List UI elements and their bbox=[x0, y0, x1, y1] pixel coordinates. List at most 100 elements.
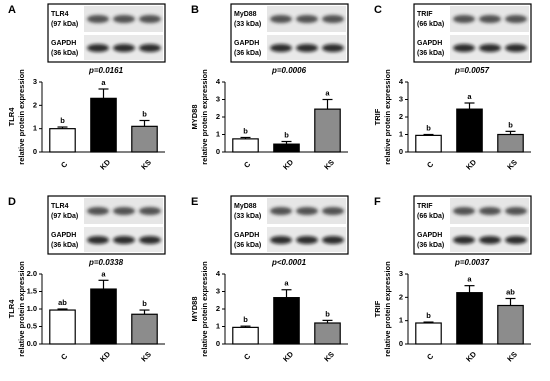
y-axis-title: MYD88 bbox=[190, 296, 199, 321]
significance-letter: b bbox=[508, 120, 513, 129]
y-tick-label: 1 bbox=[399, 129, 403, 138]
p-value: p=0.0161 bbox=[88, 66, 124, 75]
panel: E MyD88 (33 kDa) GAPDH (36 kDa) p<0.0001 0 1 2 3 4… bbox=[190, 195, 349, 364]
blot-band bbox=[87, 236, 109, 244]
blot-band bbox=[453, 44, 475, 52]
y-axis-title: relative protein expression bbox=[17, 261, 26, 357]
significance-letter: b bbox=[284, 130, 289, 139]
blot-label: TRIF bbox=[417, 11, 433, 18]
blot-band bbox=[479, 44, 501, 52]
blot-label: (36 kDa) bbox=[417, 242, 444, 249]
blot-band bbox=[139, 15, 161, 23]
significance-letter: a bbox=[467, 92, 472, 101]
blot-band bbox=[453, 15, 475, 23]
significance-letter: ab bbox=[506, 287, 515, 296]
significance-letter: a bbox=[467, 275, 472, 284]
bar bbox=[314, 322, 341, 345]
y-axis-title: relative protein expression bbox=[200, 261, 209, 357]
y-tick-label: 2 bbox=[216, 112, 220, 121]
y-tick-label: 2 bbox=[33, 100, 37, 109]
y-tick-label: 1 bbox=[216, 129, 220, 138]
blot-band bbox=[139, 207, 161, 215]
bar bbox=[415, 322, 442, 345]
blot-label: (97 kDa) bbox=[51, 213, 78, 220]
blot-label: GAPDH bbox=[234, 40, 259, 47]
panel: D TLR4 (97 kDa) GAPDH (36 kDa) p=0.0338 0.0 0.5… bbox=[7, 195, 166, 364]
x-tick-label: KS bbox=[139, 158, 153, 172]
blot-band bbox=[87, 44, 109, 52]
blot-band bbox=[505, 15, 527, 23]
panel-letter: E bbox=[191, 196, 198, 208]
bar bbox=[456, 292, 483, 345]
blot-label: GAPDH bbox=[51, 40, 76, 47]
bar bbox=[90, 288, 117, 345]
blot-band bbox=[296, 15, 318, 23]
y-axis-title: TLR4 bbox=[7, 299, 16, 319]
y-tick-label: 0.0 bbox=[27, 339, 37, 348]
blot-label: (66 kDa) bbox=[417, 213, 444, 220]
blot-label: TLR4 bbox=[51, 11, 69, 18]
significance-letter: a bbox=[101, 78, 106, 87]
y-tick-label: 0.5 bbox=[27, 321, 37, 330]
blot-band bbox=[113, 207, 135, 215]
significance-letter: b bbox=[243, 315, 248, 324]
y-tick-label: 1 bbox=[216, 321, 220, 330]
blot-band bbox=[322, 15, 344, 23]
x-tick-label: KS bbox=[139, 350, 153, 364]
blot-band bbox=[113, 44, 135, 52]
blot-label: (33 kDa) bbox=[234, 213, 261, 220]
y-tick-label: 3 bbox=[216, 286, 220, 295]
blot-label: (97 kDa) bbox=[51, 21, 78, 28]
blot-band bbox=[505, 44, 527, 52]
y-axis-title: relative protein expression bbox=[200, 69, 209, 165]
y-tick-label: 0 bbox=[216, 339, 220, 348]
blot-band bbox=[479, 236, 501, 244]
blot-band bbox=[296, 44, 318, 52]
significance-letter: b bbox=[60, 116, 65, 125]
x-tick-label: C bbox=[425, 159, 436, 170]
blot-band bbox=[296, 207, 318, 215]
x-tick-label: C bbox=[242, 351, 253, 362]
blot-band bbox=[505, 236, 527, 244]
x-tick-label: KS bbox=[322, 350, 336, 364]
blot-band bbox=[270, 44, 292, 52]
p-value: p=0.0037 bbox=[454, 258, 490, 267]
significance-letter: a bbox=[284, 279, 289, 288]
x-tick-label: C bbox=[59, 351, 70, 362]
y-axis-title: TRIF bbox=[373, 108, 382, 125]
x-tick-label: C bbox=[59, 159, 70, 170]
x-tick-label: KD bbox=[464, 157, 478, 171]
x-tick-label: C bbox=[425, 351, 436, 362]
significance-letter: b bbox=[142, 299, 147, 308]
y-tick-label: 3 bbox=[399, 269, 403, 278]
blot-band bbox=[139, 44, 161, 52]
significance-letter: a bbox=[101, 269, 106, 278]
y-tick-label: 0 bbox=[399, 147, 403, 156]
y-axis-title: relative protein expression bbox=[383, 261, 392, 357]
x-tick-label: KD bbox=[98, 157, 112, 171]
y-tick-label: 3 bbox=[216, 94, 220, 103]
y-tick-label: 1.5 bbox=[27, 286, 37, 295]
blot-band bbox=[296, 236, 318, 244]
bar bbox=[232, 326, 259, 345]
blot-label: GAPDH bbox=[51, 232, 76, 239]
x-tick-label: KD bbox=[281, 349, 295, 363]
bar bbox=[497, 304, 524, 345]
blot-label: TLR4 bbox=[51, 203, 69, 210]
blot-label: GAPDH bbox=[417, 232, 442, 239]
blot-label: (36 kDa) bbox=[51, 242, 78, 249]
bar bbox=[131, 125, 158, 153]
panel-letter: C bbox=[374, 4, 382, 16]
blot-label: (33 kDa) bbox=[234, 21, 261, 28]
blot-band bbox=[270, 15, 292, 23]
blot-band bbox=[322, 207, 344, 215]
y-axis-title: relative protein expression bbox=[383, 69, 392, 165]
blot-label: TRIF bbox=[417, 203, 433, 210]
panel-letter: F bbox=[374, 196, 381, 208]
panel-letter: B bbox=[191, 4, 199, 16]
significance-letter: b bbox=[243, 126, 248, 135]
y-axis-title: relative protein expression bbox=[17, 69, 26, 165]
blot-label: (66 kDa) bbox=[417, 21, 444, 28]
x-tick-label: KD bbox=[464, 349, 478, 363]
